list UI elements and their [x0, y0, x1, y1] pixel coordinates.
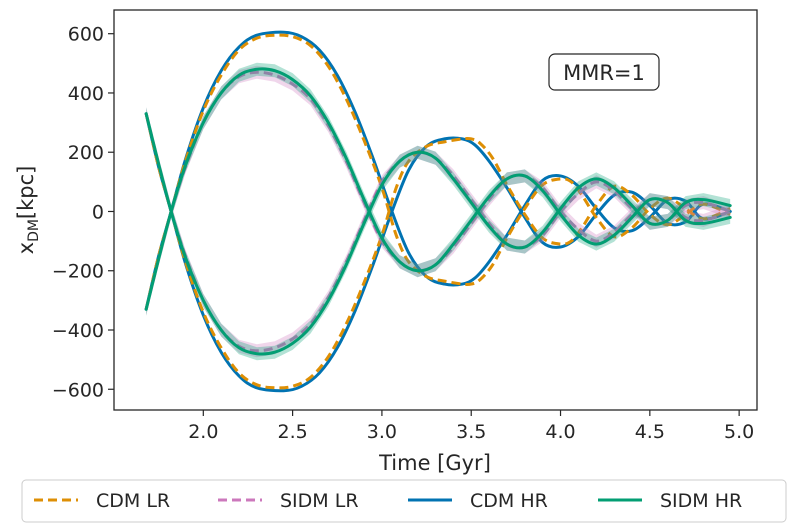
y-axis-label-subscript: DM — [26, 219, 42, 242]
annotation-text: MMR=1 — [563, 61, 645, 85]
band-sidm-hr-2 — [146, 62, 731, 316]
legend-label-sidm-hr: SIDM HR — [660, 490, 742, 512]
line-cdm-hr-2 — [144, 112, 732, 393]
y-tick-label: 200 — [68, 142, 104, 164]
x-tick-label: 3.0 — [367, 421, 397, 443]
x-tick-label: 5.0 — [724, 421, 754, 443]
x-axis-label: Time [Gyr] — [378, 451, 491, 475]
series-sidm-hr — [144, 62, 732, 361]
band-sidm-lr-2 — [146, 65, 731, 316]
y-tick-label: −200 — [52, 261, 104, 283]
x-tick-label: 4.0 — [545, 421, 575, 443]
line-cdm-hr-1 — [144, 30, 732, 311]
line-sidm-lr-2 — [144, 70, 731, 310]
y-axis-label-main: x — [14, 242, 38, 254]
band-sidm-lr-1 — [146, 107, 731, 358]
y-tick-label: −400 — [52, 320, 104, 342]
legend-label-cdm-lr: CDM LR — [96, 490, 170, 512]
y-tick-label: 600 — [68, 24, 104, 46]
legend-label-sidm-lr: SIDM LR — [280, 490, 359, 512]
band-sidm-hr-1 — [146, 107, 731, 361]
y-axis-label: xDM[kpc] — [14, 166, 42, 255]
x-tick-label: 4.5 — [635, 421, 665, 443]
x-tick-label: 2.5 — [278, 421, 308, 443]
legend-label-cdm-hr: CDM HR — [470, 490, 548, 512]
series-cdm-hr — [144, 30, 732, 393]
x-axis: 2.0 2.5 3.0 3.5 4.0 4.5 5.0 — [188, 410, 754, 443]
line-sidm-lr-1 — [144, 113, 731, 353]
x-tick-label: 3.5 — [456, 421, 486, 443]
y-axis: −600 −400 −200 0 200 400 600 — [52, 24, 114, 401]
legend: CDM LR SIDM LR CDM HR SIDM HR — [21, 479, 787, 523]
y-tick-label: 0 — [92, 201, 104, 223]
line-sidm-hr-1 — [144, 112, 732, 356]
y-tick-label: −600 — [52, 379, 104, 401]
series-layer — [144, 30, 732, 393]
y-tick-label: 400 — [68, 83, 104, 105]
x-tick-label: 2.0 — [188, 421, 218, 443]
plot-frame — [113, 9, 758, 411]
line-sidm-hr-2 — [144, 67, 732, 311]
annotation-box: MMR=1 — [548, 53, 660, 91]
y-axis-label-unit: [kpc] — [14, 166, 38, 219]
